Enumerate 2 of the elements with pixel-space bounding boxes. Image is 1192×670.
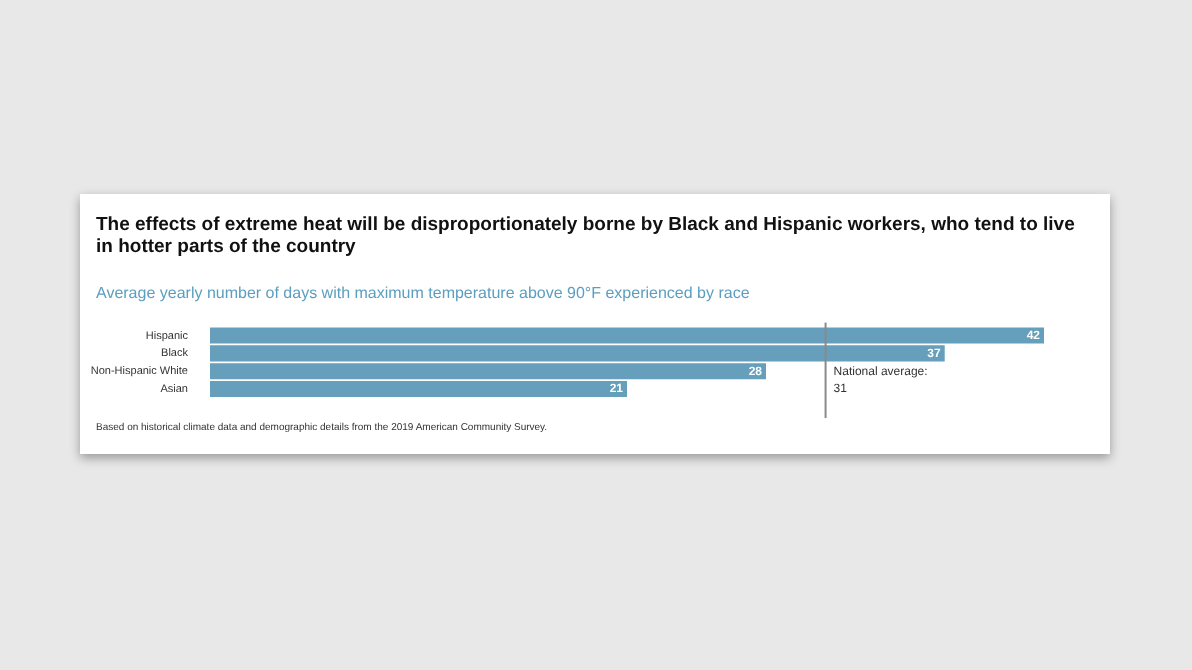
chart-subtitle: Average yearly number of days with maximum temperature above 90°F experienced by race — [96, 284, 752, 302]
chart-title: The effects of extreme heat will be disproportionately borne by Black and Hispanic workers, who tend to live in hotter parts of the country — [96, 214, 1076, 258]
